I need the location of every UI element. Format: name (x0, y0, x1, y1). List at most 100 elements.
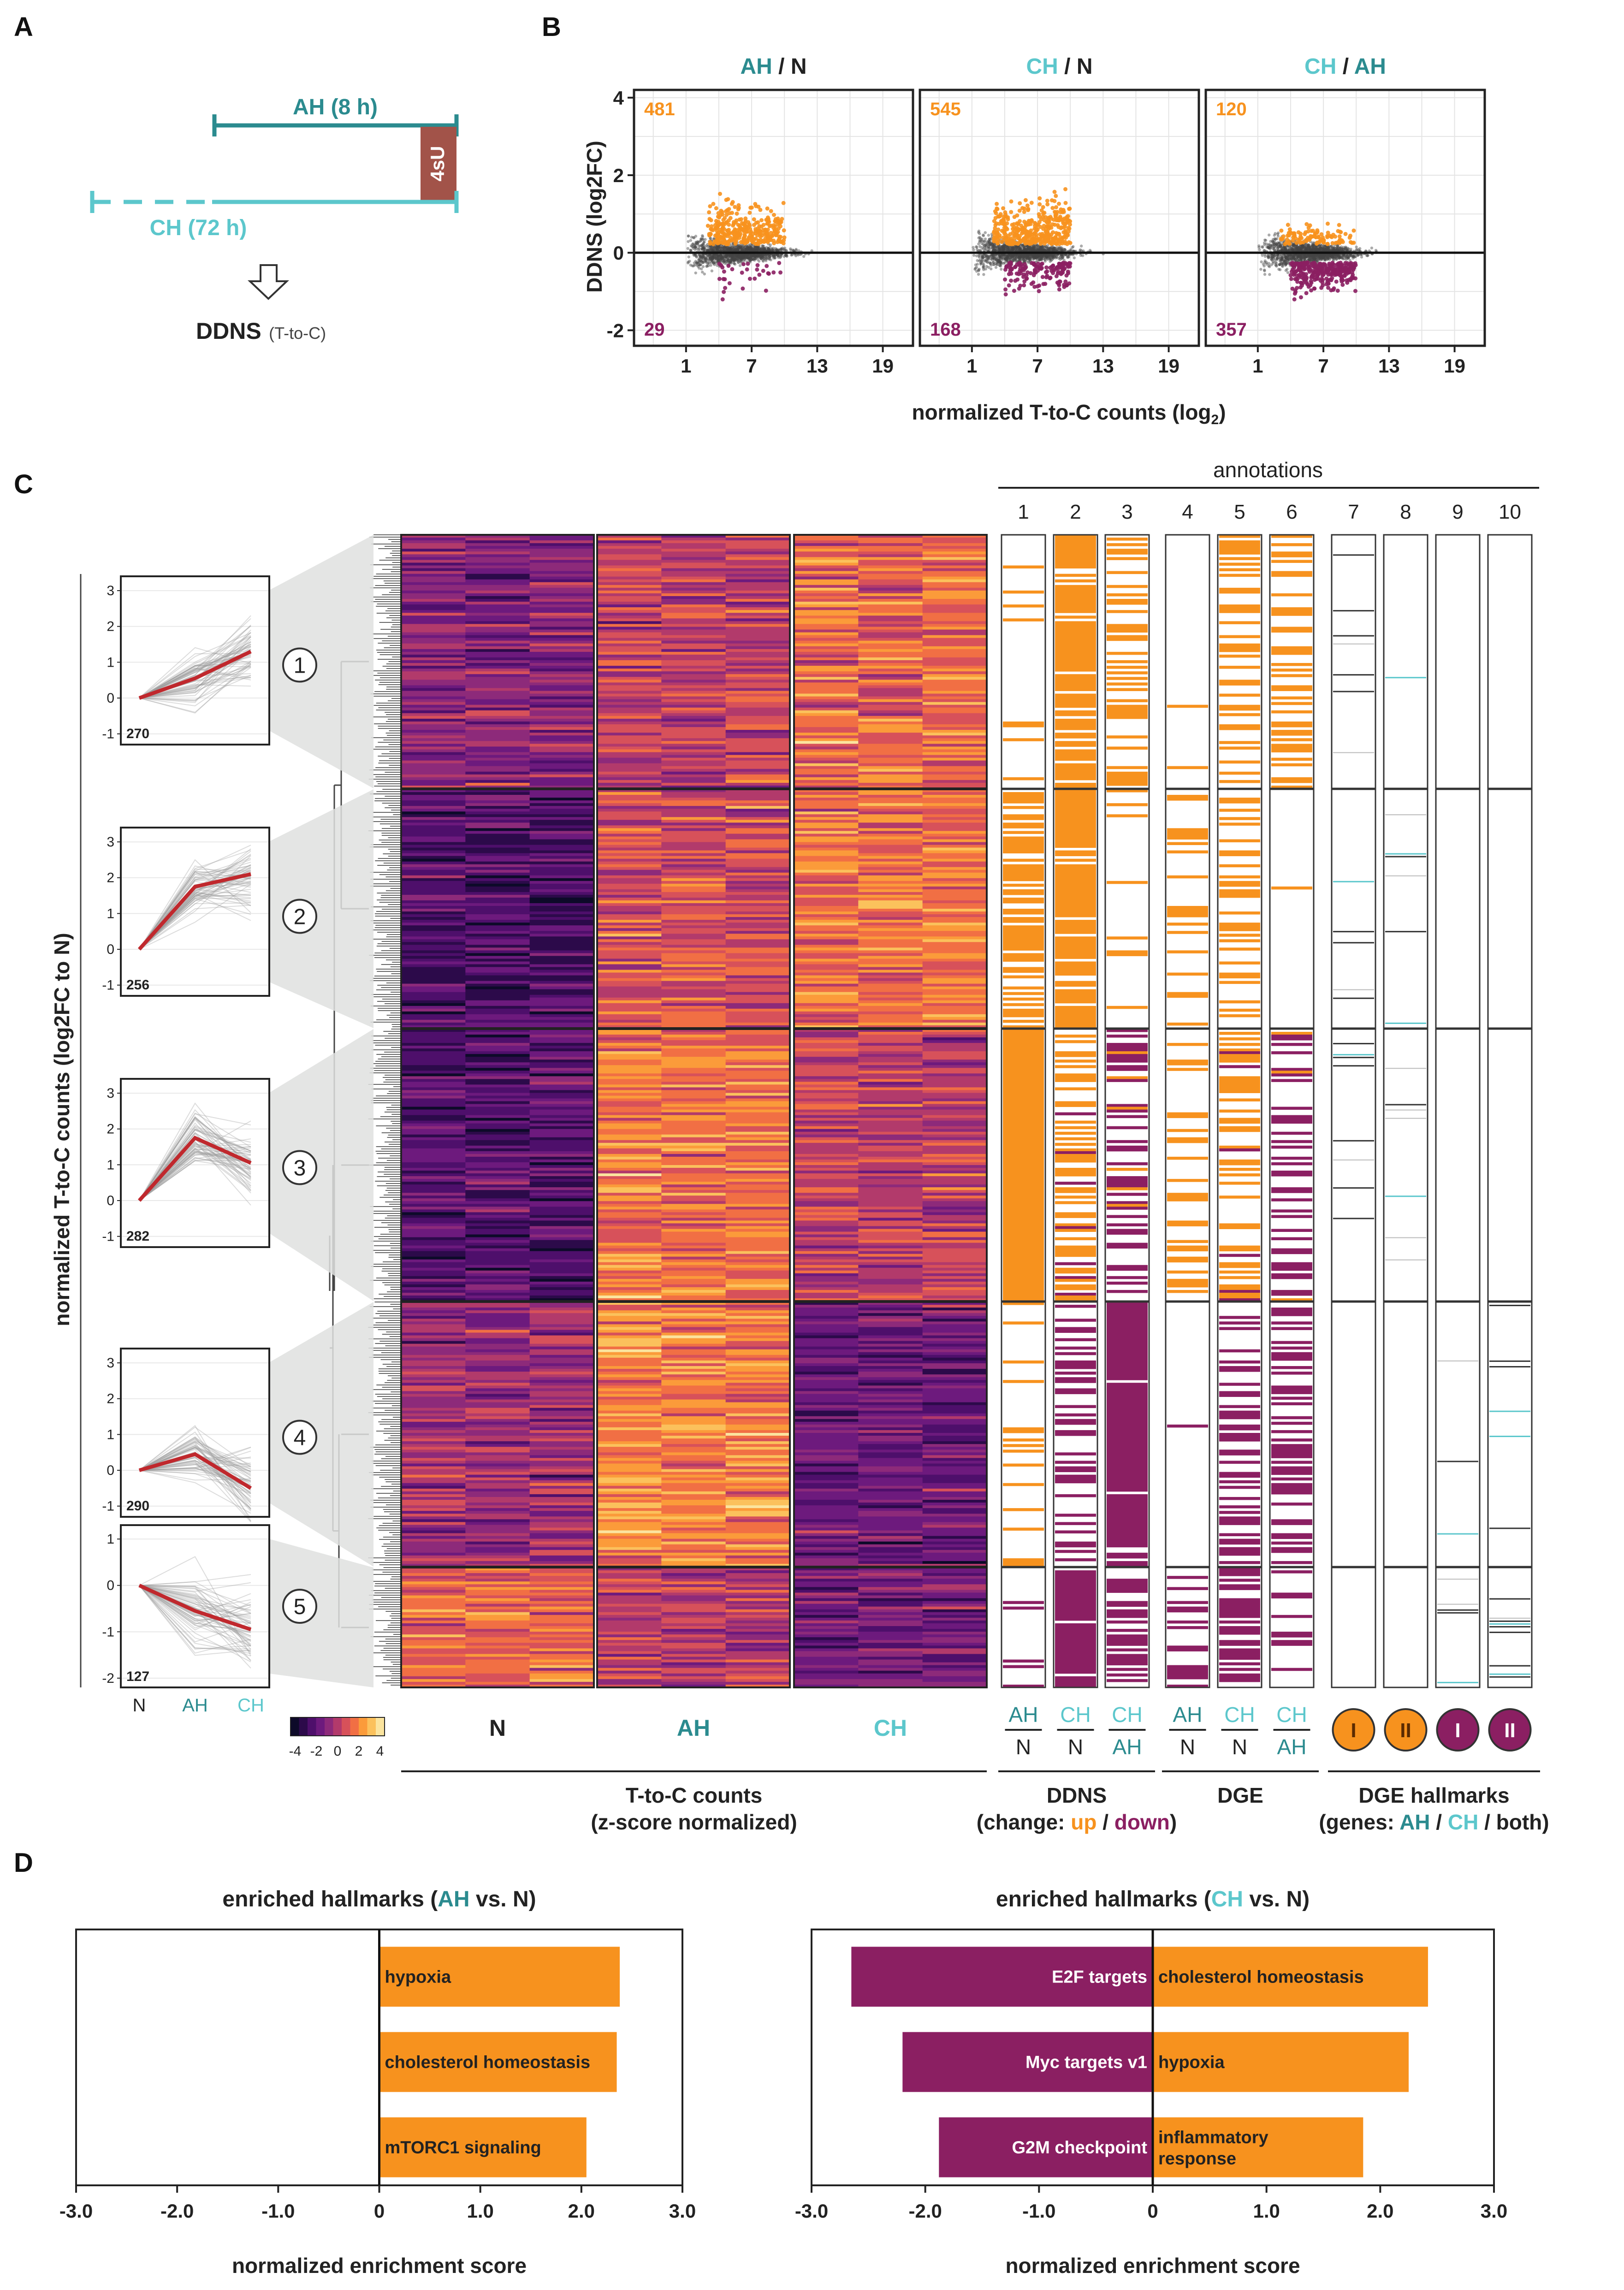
annotation-number: 7 (1348, 501, 1359, 523)
ddns-tc-label: DDNS (T-to-C) (196, 318, 326, 344)
annotation-number: 3 (1121, 501, 1132, 523)
pair-denominator: N (1068, 1735, 1083, 1759)
down-count: 29 (644, 320, 665, 340)
x-tick-label: 1.0 (1253, 2200, 1280, 2222)
x-tick-label: 7 (1318, 355, 1328, 377)
y-tick-label: 0 (107, 691, 114, 706)
enrichment-xlabel: normalized enrichment score (1005, 2254, 1300, 2278)
y-tick-label: 1 (107, 655, 114, 670)
y-tick-label: 0 (107, 1578, 114, 1593)
x-tick-label: 1 (1252, 355, 1263, 377)
x-tick-label: 1 (966, 355, 977, 377)
cluster-size: 256 (126, 977, 149, 993)
annotation-number: 6 (1286, 501, 1297, 523)
hallmark-badge-label: I (1455, 1719, 1460, 1742)
x-tick-label: AH (182, 1695, 208, 1716)
scale-tick: -4 (289, 1744, 302, 1759)
pair-denominator: N (1232, 1735, 1247, 1759)
panel-b-label: B (542, 12, 561, 42)
x-tick-label: -2.0 (908, 2200, 942, 2222)
panel-c-ylabel: normalized T-to-C counts (log2FC to N) (50, 933, 74, 1326)
y-tick-label: 1 (107, 1532, 114, 1547)
enrichment-bar-label: cholesterol homeostasis (1158, 1968, 1364, 1987)
y-tick-label: 1 (107, 906, 114, 921)
up-count: 545 (930, 99, 961, 119)
cluster-size: 127 (126, 1669, 149, 1684)
annotations-title: annotations (1213, 458, 1323, 482)
down-count: 357 (1216, 320, 1247, 340)
y-tick-label: 4 (613, 87, 624, 109)
annotation-number: 1 (1018, 501, 1029, 523)
pair-numerator: CH (1060, 1703, 1091, 1727)
condition-label: N (489, 1715, 506, 1741)
x-tick-label: -1.0 (1022, 2200, 1055, 2222)
y-tick-label: 0 (107, 1463, 114, 1478)
panel-c-label: C (14, 469, 33, 499)
y-tick-label: -1 (102, 1229, 114, 1244)
x-tick-label: 19 (1444, 355, 1465, 377)
enrichment-bar-label: Myc targets v1 (1025, 2053, 1147, 2072)
up-count: 481 (644, 99, 675, 119)
pair-numerator: CH (1112, 1703, 1142, 1727)
y-tick-label: -1 (102, 727, 114, 742)
annotation-number: 9 (1452, 501, 1463, 523)
cluster-id: 5 (294, 1595, 306, 1619)
up-count: 120 (1216, 99, 1247, 119)
annotation-number: 2 (1070, 501, 1081, 523)
y-tick-label: -1 (102, 1499, 114, 1514)
x-tick-label: -2.0 (160, 2200, 194, 2222)
y-tick-label: -1 (102, 978, 114, 993)
x-tick-label: 2.0 (568, 2200, 595, 2222)
y-tick-label: 2 (613, 165, 624, 186)
annotation-number: 8 (1400, 501, 1411, 523)
pair-denominator: AH (1113, 1735, 1142, 1759)
y-tick-label: 2 (107, 870, 114, 886)
heatmaps (401, 535, 987, 1688)
hallmark-badge-label: II (1400, 1719, 1411, 1742)
x-tick-label: 13 (1378, 355, 1400, 377)
y-tick-label: -1 (102, 1624, 114, 1639)
4su-label: 4sU (427, 146, 448, 181)
hallmarks-footer-1: DGE hallmarks (1358, 1783, 1509, 1807)
pair-denominator: AH (1277, 1735, 1307, 1759)
pair-numerator: AH (1009, 1703, 1038, 1727)
scale-tick: 0 (334, 1744, 342, 1759)
x-tick-label: 3.0 (669, 2200, 696, 2222)
cluster-size: 270 (126, 726, 149, 741)
pair-numerator: AH (1173, 1703, 1203, 1727)
cluster-id: 2 (294, 905, 306, 929)
x-tick-label: -3.0 (795, 2200, 828, 2222)
x-tick-label: 1.0 (467, 2200, 493, 2222)
panel-c: C annotations normalized T-to-C counts (… (14, 458, 1549, 1834)
ch-duration-label: CH (72 h) (150, 216, 247, 240)
panel-b-xlabel: normalized T-to-C counts (log2) (912, 400, 1226, 427)
scale-tick: 4 (376, 1744, 384, 1759)
annotation-number: 5 (1234, 501, 1245, 523)
y-tick-label: 3 (107, 1086, 114, 1101)
hallmarks-footer-2: (genes: AH / CH / both) (1319, 1810, 1549, 1834)
annotation-number: 10 (1499, 501, 1521, 523)
pair-denominator: N (1016, 1735, 1031, 1759)
y-tick-label: -2 (102, 1671, 114, 1686)
condition-label: AH (677, 1715, 710, 1741)
x-tick-label: N (133, 1695, 146, 1716)
y-tick-label: 0 (107, 942, 114, 957)
enrichment-bar-label: mTORC1 signaling (385, 2138, 541, 2158)
y-tick-label: 0 (613, 242, 624, 264)
down-arrow-icon (250, 265, 287, 299)
y-tick-label: 3 (107, 834, 114, 850)
panel-b: B DDNS (log2FC) normalized T-to-C counts… (542, 12, 1485, 427)
pair-denominator: N (1180, 1735, 1195, 1759)
hallmark-badge-label: II (1504, 1719, 1515, 1742)
y-tick-label: 3 (107, 1355, 114, 1371)
x-tick-label: 0 (374, 2200, 385, 2222)
x-tick-label: 19 (872, 355, 894, 377)
enrichment-bar-label: cholesterol homeostasis (385, 2053, 591, 2072)
enrichment-bar-label: hypoxia (385, 1968, 451, 1987)
y-tick-label: 3 (107, 583, 114, 598)
annotation-number: 4 (1182, 501, 1193, 523)
